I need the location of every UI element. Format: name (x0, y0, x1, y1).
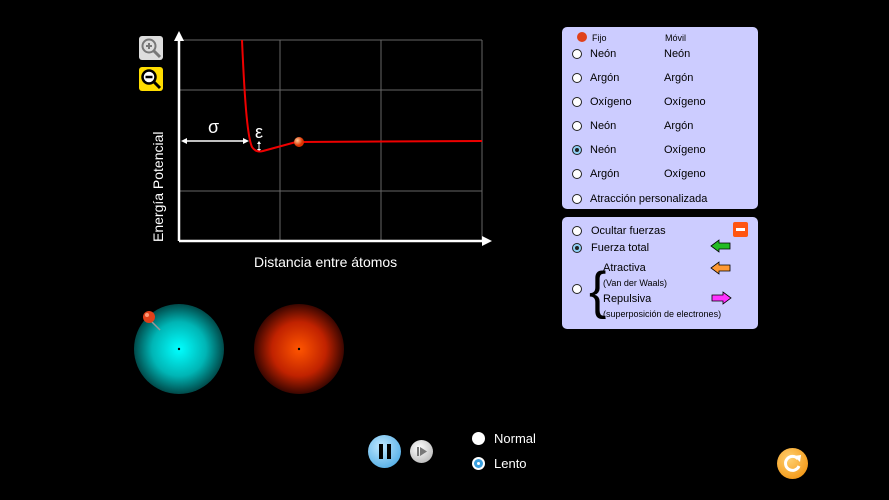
y-axis-label: Energía Potencial (150, 131, 166, 242)
atom-pair-option[interactable]: Neón Argón (572, 120, 693, 132)
radio[interactable] (572, 73, 582, 83)
atom-pair-option[interactable]: Argón Argón (572, 72, 693, 84)
fixed-header: Fijo (592, 33, 607, 43)
total-force-arrow-icon (710, 239, 731, 253)
radio[interactable] (472, 432, 485, 445)
fixed-atom-label: Neón (590, 120, 617, 132)
reset-icon (784, 454, 801, 472)
step-button[interactable] (410, 440, 433, 463)
zoom-in-icon (141, 38, 162, 59)
pin-icon (577, 32, 587, 42)
repulsive-label: Repulsiva (603, 293, 652, 305)
mobile-atom-label: Argón (664, 72, 694, 84)
radio[interactable] (572, 121, 582, 131)
axes (174, 31, 492, 246)
radio[interactable] (572, 226, 582, 236)
mobile-atom-label: Oxígeno (664, 144, 706, 156)
radio[interactable] (572, 284, 582, 294)
mobile-atom-label: Neón (664, 48, 691, 60)
fixed-atom-label: Oxígeno (590, 96, 632, 108)
radio[interactable] (572, 169, 582, 179)
attractive-label: Atractiva (603, 262, 646, 274)
step-icon (417, 447, 427, 456)
fixed-atom-label: Neón (590, 144, 617, 156)
option-components[interactable] (572, 284, 582, 294)
speed-slow[interactable]: Lento (472, 456, 527, 471)
epsilon-label: ε (255, 122, 263, 142)
atoms-area (134, 304, 344, 394)
atom-pair-option[interactable]: Oxígeno Oxígeno (572, 96, 706, 108)
option-total-force[interactable]: Fuerza total (572, 242, 649, 254)
option-label: Atracción personalizada (590, 193, 708, 205)
fixed-atom-label: Argón (590, 168, 620, 180)
position-marker[interactable] (294, 137, 304, 147)
potential-curve (241, 39, 483, 153)
speed-normal[interactable]: Normal (472, 431, 536, 446)
zoom-out-button[interactable] (139, 67, 163, 91)
forces-panel: Ocultar fuerzas Fuerza total { Atractiva… (562, 217, 758, 329)
fixed-atom-label: Argón (590, 72, 620, 84)
option-hide-forces[interactable]: Ocultar fuerzas (572, 225, 666, 237)
brace: { (589, 262, 607, 320)
radio[interactable] (572, 194, 582, 204)
potential-energy-graph: σ ε Energía Potencial Distancia entre át… (150, 31, 492, 270)
pause-button[interactable] (368, 435, 401, 468)
radio[interactable] (572, 97, 582, 107)
pin-icon (143, 311, 161, 331)
option-custom[interactable]: Atracción personalizada (572, 193, 707, 205)
option-label: Ocultar fuerzas (591, 225, 666, 237)
grid (179, 39, 483, 241)
mobile-header: Móvil (665, 33, 687, 43)
speed-label: Normal (494, 431, 536, 446)
zoom-out-icon (141, 69, 162, 90)
x-axis-label: Distancia entre átomos (254, 254, 397, 270)
radio[interactable] (572, 145, 582, 155)
mobile-atom-label: Oxígeno (664, 168, 706, 180)
atom-pair-option[interactable]: Neón Oxígeno (572, 144, 706, 156)
mobile-atom-label: Argón (664, 120, 694, 132)
atom-pair-panel: Fijo Móvil Neón Neón Argón Argón Oxígeno Oxíg… (562, 27, 758, 209)
attractive-sub-label: (Van der Waals) (603, 278, 668, 288)
fixed-atom-label: Neón (590, 48, 617, 60)
radio[interactable] (572, 49, 582, 59)
collapse-button[interactable] (733, 222, 748, 237)
speed-label: Lento (494, 456, 527, 471)
atom-pair-option[interactable]: Argón Oxígeno (572, 168, 706, 180)
radio[interactable] (572, 243, 582, 253)
attractive-arrow-icon (710, 261, 731, 275)
pause-icon (379, 444, 383, 459)
mobile-atom-label: Oxígeno (664, 96, 706, 108)
sigma-label: σ (208, 117, 219, 137)
reset-all-button[interactable] (777, 448, 808, 479)
radio[interactable] (472, 457, 485, 470)
repulsive-sub-label: (superposición de electrones) (603, 309, 722, 319)
sigma-arrow (181, 138, 249, 144)
option-label: Fuerza total (591, 242, 650, 254)
zoom-in-button[interactable] (139, 36, 163, 60)
repulsive-arrow-icon (711, 291, 732, 305)
atom-pair-option[interactable]: Neón Neón (572, 48, 690, 60)
